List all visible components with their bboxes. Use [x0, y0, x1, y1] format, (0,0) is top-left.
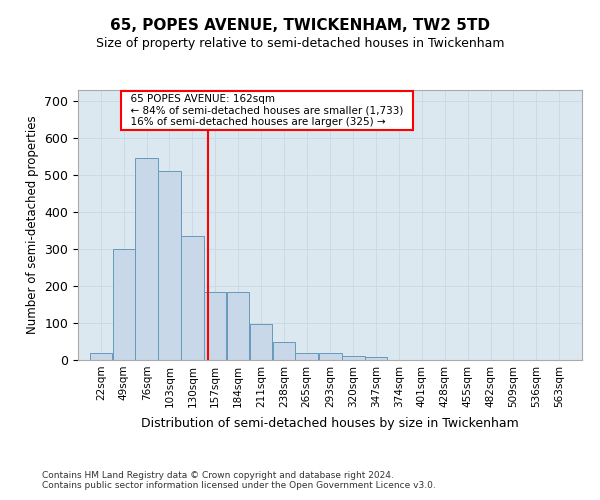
Text: Size of property relative to semi-detached houses in Twickenham: Size of property relative to semi-detach… — [96, 38, 504, 51]
Text: Contains HM Land Registry data © Crown copyright and database right 2024.
Contai: Contains HM Land Registry data © Crown c… — [42, 470, 436, 490]
Bar — [319, 354, 341, 360]
Bar — [136, 158, 158, 360]
Bar — [158, 172, 181, 360]
Bar — [113, 249, 135, 360]
Y-axis label: Number of semi-detached properties: Number of semi-detached properties — [26, 116, 39, 334]
Bar — [227, 292, 250, 360]
Bar — [204, 292, 226, 360]
Bar — [272, 342, 295, 360]
Bar — [181, 236, 203, 360]
Bar — [89, 352, 112, 360]
Bar — [295, 352, 318, 360]
Bar — [342, 356, 365, 360]
Bar — [250, 324, 272, 360]
Text: 65 POPES AVENUE: 162sqm  
  ← 84% of semi-detached houses are smaller (1,733)  
: 65 POPES AVENUE: 162sqm ← 84% of semi-de… — [124, 94, 410, 127]
Text: Distribution of semi-detached houses by size in Twickenham: Distribution of semi-detached houses by … — [141, 418, 519, 430]
Text: 65, POPES AVENUE, TWICKENHAM, TW2 5TD: 65, POPES AVENUE, TWICKENHAM, TW2 5TD — [110, 18, 490, 32]
Bar — [365, 357, 388, 360]
